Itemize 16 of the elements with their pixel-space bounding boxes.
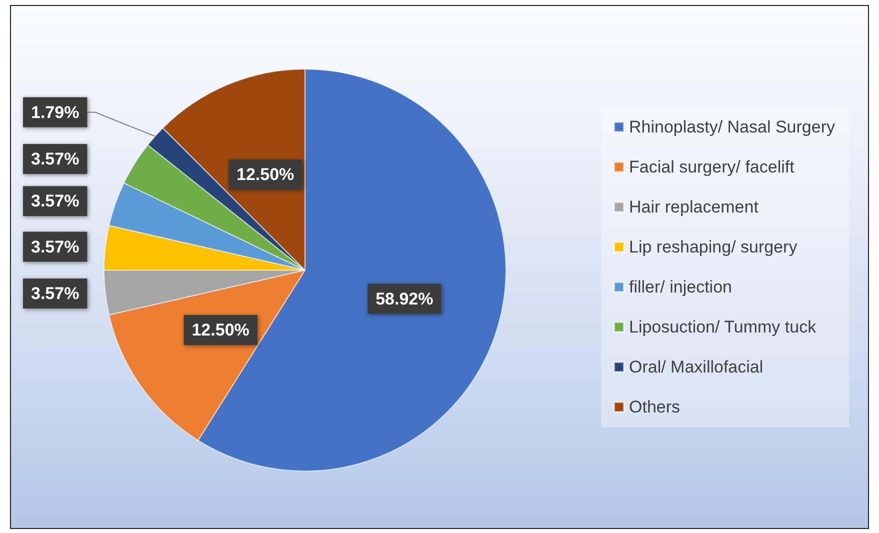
legend-label: Lip reshaping/ surgery: [629, 238, 798, 256]
legend-label: filler/ injection: [629, 278, 732, 296]
data-label: 3.57%: [31, 237, 80, 256]
data-label: 12.50%: [192, 320, 250, 340]
data-label: 3.57%: [31, 192, 80, 211]
legend-label: Facial surgery/ facelift: [629, 158, 795, 176]
data-label: 3.57%: [31, 284, 80, 304]
legend-label: Liposuction/ Tummy tuck: [629, 318, 817, 336]
data-label: 12.50%: [236, 165, 294, 184]
legend-label: Oral/ Maxillofacial: [629, 358, 764, 376]
data-label: 58.92%: [376, 289, 434, 308]
data-label: 1.79%: [31, 102, 80, 122]
legend-label: Rhinoplasty/ Nasal Surgery: [629, 118, 836, 136]
legend-label: Hair replacement: [629, 198, 759, 216]
legend-label: Others: [629, 398, 680, 416]
data-label: 3.57%: [31, 150, 80, 169]
